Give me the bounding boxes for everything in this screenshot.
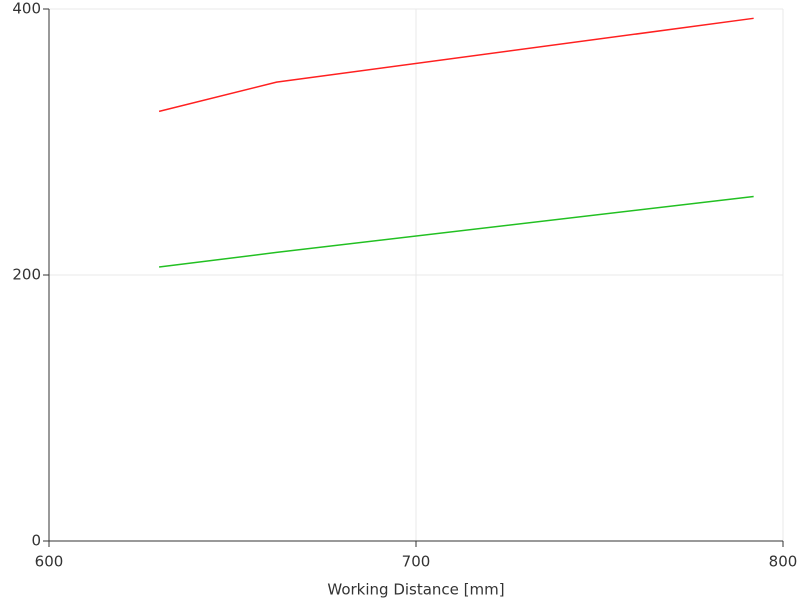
y-tick-label: 400: [12, 0, 41, 18]
x-tick-label: 700: [402, 553, 431, 571]
line-series: [158, 17, 754, 113]
line-series: [159, 195, 754, 268]
y-tick-label: 0: [31, 532, 41, 550]
x-tick-label: 600: [35, 553, 64, 571]
x-tick-label: 800: [769, 553, 798, 571]
y-tick-label: 200: [12, 266, 41, 284]
x-axis-title: Working Distance [mm]: [327, 581, 504, 599]
